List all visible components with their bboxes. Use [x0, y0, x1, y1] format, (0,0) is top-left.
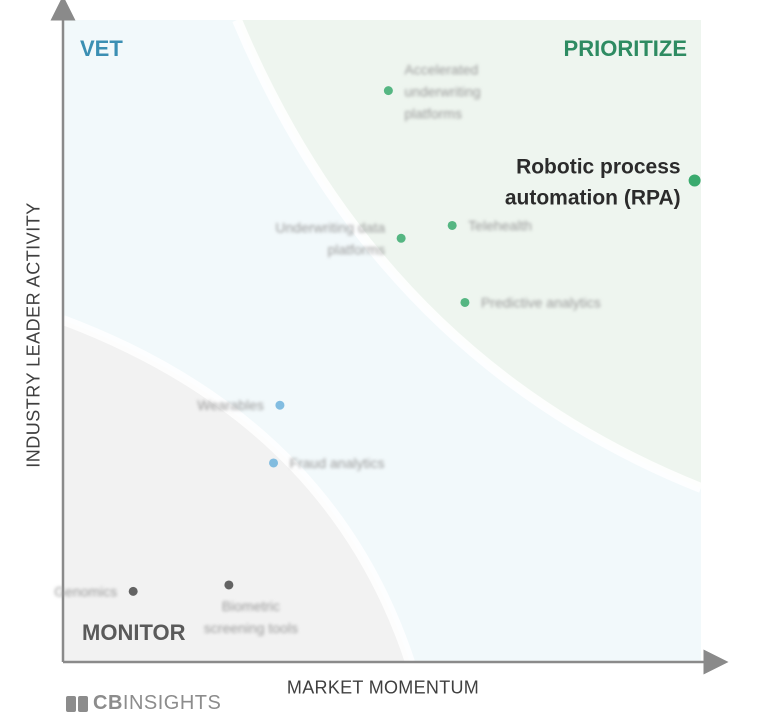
data-point: [275, 400, 285, 410]
quadrant-label-prioritize: PRIORITIZE: [564, 36, 687, 61]
cb-logo-icon: [66, 695, 88, 712]
logo-text-rest: INSIGHTS: [122, 692, 222, 714]
data-point-label: Accelerated underwriting platforms: [404, 62, 480, 122]
data-point-label: Underwriting data platforms: [275, 219, 385, 257]
data-point-label: Fraud analytics: [290, 455, 385, 471]
quadrant-label-vet: VET: [80, 36, 123, 61]
data-point: [224, 580, 234, 590]
quadrant-label-monitor: MONITOR: [82, 620, 186, 645]
data-point: [447, 220, 457, 230]
data-point: [383, 86, 393, 96]
monitor-region: [63, 320, 410, 662]
data-point: [688, 174, 701, 187]
points-layer: Robotic process automation (RPA) Accelerat…: [54, 62, 701, 636]
x-axis-label: MARKET MOMENTUM: [286, 677, 480, 698]
logo-text-bold: CB: [93, 692, 123, 714]
data-point: [396, 233, 406, 243]
data-point-label: Robotic process automation (RPA): [505, 156, 681, 210]
data-point: [128, 586, 138, 596]
data-point-label: Wearables: [197, 397, 264, 413]
data-point-label: Telehealth: [468, 217, 532, 233]
y-axis-label: INDUSTRY LEADER ACTIVITY: [23, 202, 44, 468]
data-point-label: Biometric screening tools: [204, 598, 298, 636]
data-point-label: Predictive analytics: [481, 294, 601, 310]
data-point: [460, 297, 470, 307]
cb-insights-logo: CBINSIGHTS: [66, 692, 221, 715]
boundary-upper: [232, 18, 703, 493]
data-point: [269, 458, 279, 468]
data-point-label: Genomics: [54, 583, 117, 599]
prioritize-region: [237, 20, 701, 488]
boundary-lower: [61, 315, 415, 664]
